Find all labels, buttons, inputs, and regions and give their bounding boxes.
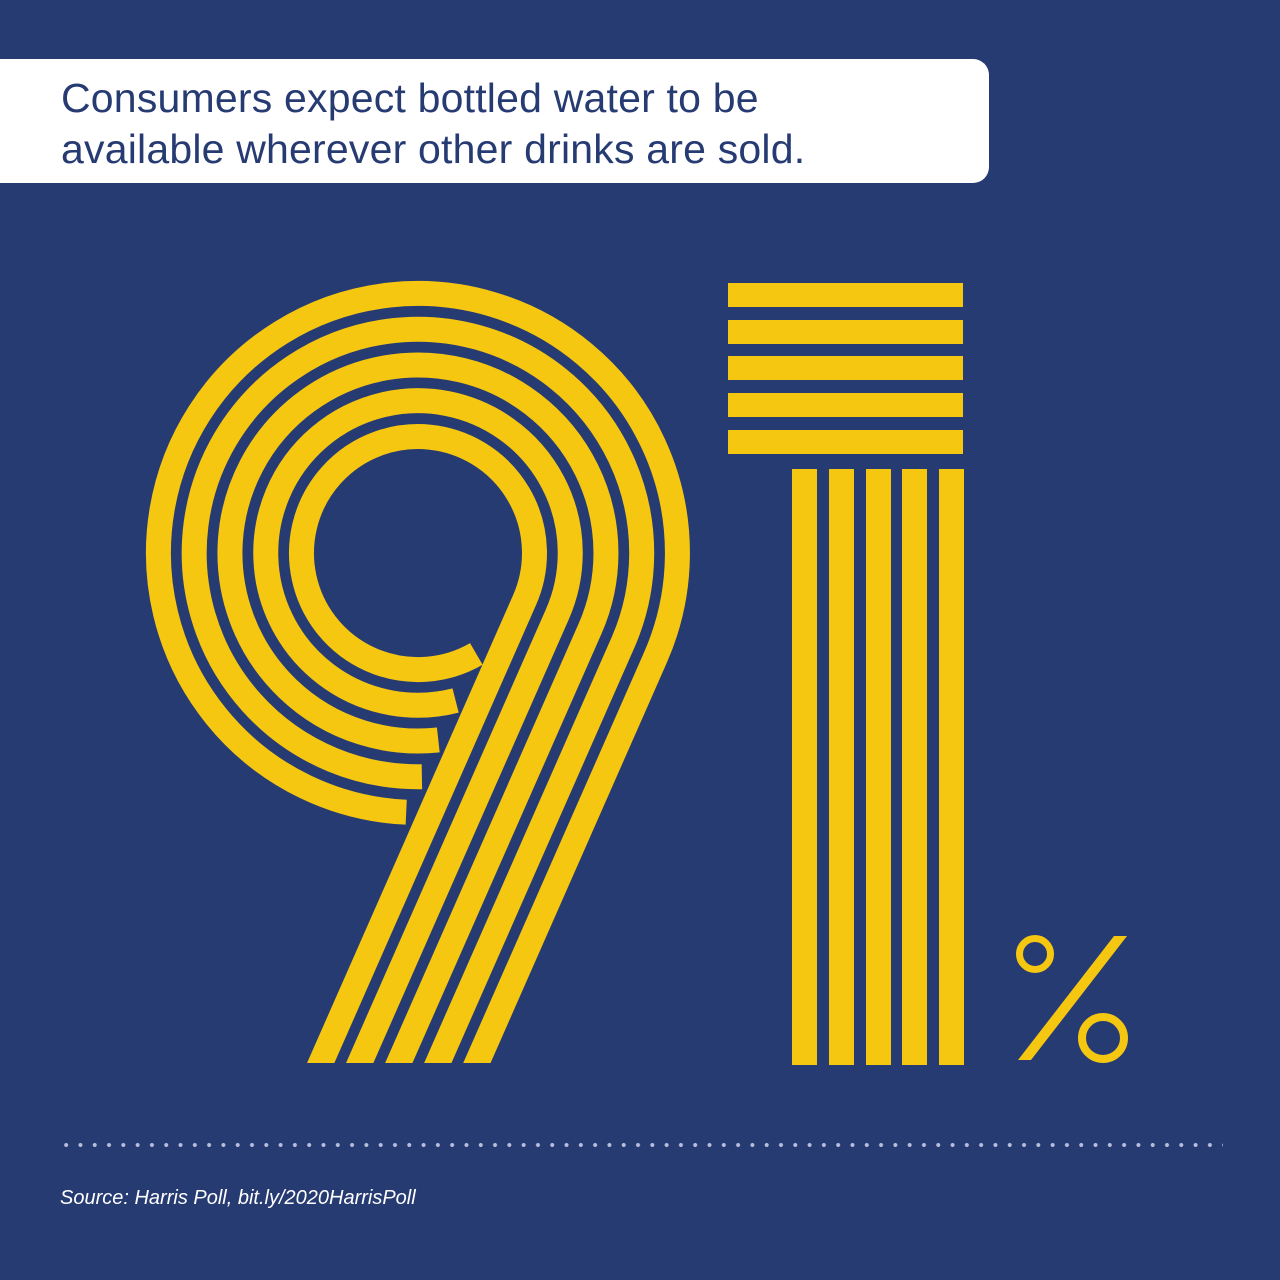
digit-one [728, 283, 964, 1065]
one-bar-h4 [728, 393, 963, 417]
headline-line-2: available wherever other drinks are sold… [61, 126, 806, 172]
one-bar-v1 [792, 469, 817, 1065]
percent-sign [1016, 935, 1128, 1063]
dotted-divider [59, 1143, 1223, 1147]
percent-slash [1018, 936, 1127, 1060]
nine-stroke-4 [181, 316, 655, 1063]
source-citation: Source: Harris Poll, bit.ly/2020HarrisPo… [60, 1187, 416, 1209]
nine-stroke-1 [289, 424, 547, 1063]
nine-stroke-2 [253, 388, 583, 1063]
one-bar-h1 [728, 283, 963, 307]
headline-line-1: Consumers expect bottled water to be [61, 75, 759, 121]
one-bar-h2 [728, 320, 963, 344]
one-bar-h3 [728, 356, 963, 380]
one-bar-v3 [866, 469, 891, 1065]
nine-stroke-5 [145, 281, 690, 1063]
one-bar-v4 [902, 469, 927, 1065]
percent-bottom-circle [1078, 1013, 1128, 1063]
headline: Consumers expect bottled water to be ava… [61, 73, 805, 175]
percent-top-circle [1016, 935, 1054, 973]
digit-nine [145, 281, 690, 1063]
one-bar-h5 [728, 430, 963, 454]
headline-box: Consumers expect bottled water to be ava… [0, 59, 989, 183]
one-bar-v5 [939, 469, 964, 1065]
nine-stroke-3 [217, 352, 619, 1063]
one-bar-v2 [829, 469, 854, 1065]
